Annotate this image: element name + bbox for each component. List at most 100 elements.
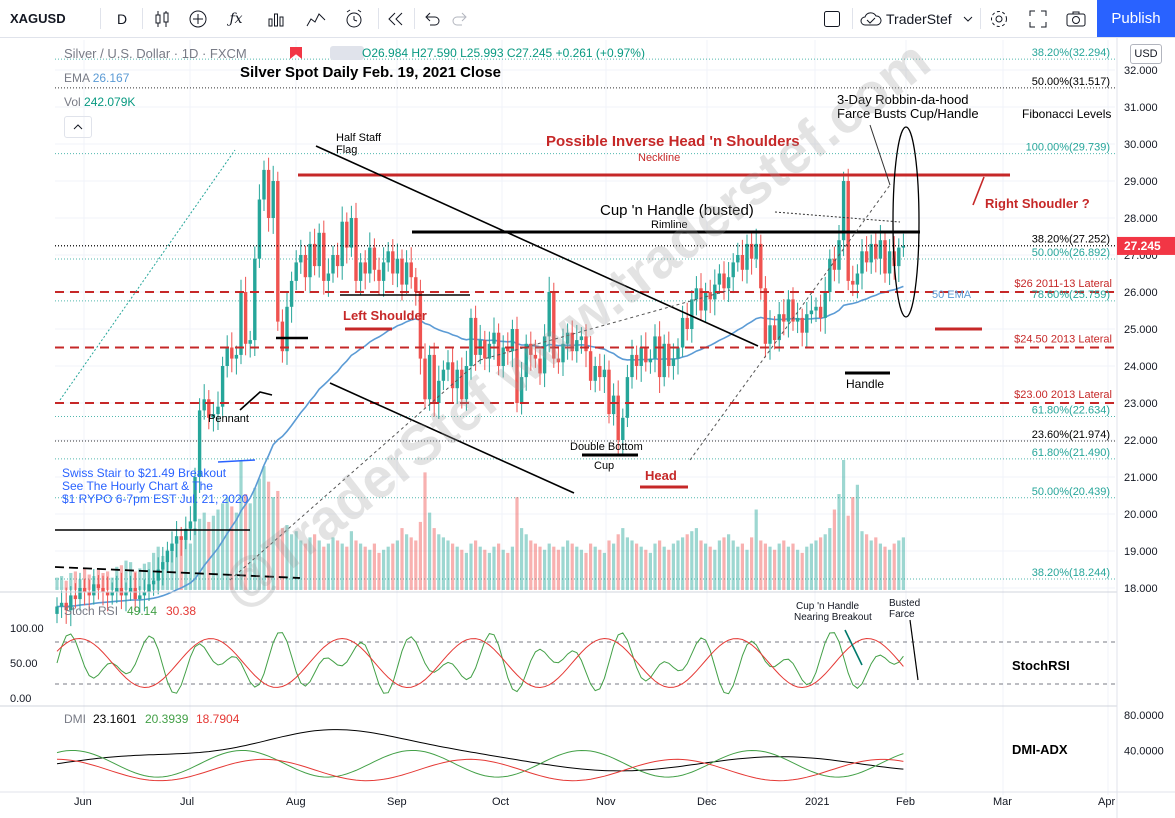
candle-body <box>115 588 119 592</box>
candle-body <box>469 317 473 366</box>
volume-bar <box>671 543 675 590</box>
currency-label[interactable]: USD <box>1130 44 1162 64</box>
volume-bar <box>681 537 685 590</box>
candle-body <box>322 232 326 281</box>
volume-bar <box>248 503 252 590</box>
volume-bar <box>814 540 818 590</box>
candle-body <box>87 591 91 596</box>
candle-body <box>538 358 542 374</box>
replay-icon[interactable] <box>382 0 410 37</box>
compare-icon[interactable] <box>302 0 330 37</box>
candle-body <box>96 584 101 588</box>
stoch-d-line <box>56 637 904 689</box>
volume-bar <box>303 543 307 590</box>
candle-body <box>864 251 869 263</box>
candle-body <box>151 580 156 585</box>
volume-bar <box>336 540 340 590</box>
volume-bar <box>225 497 229 590</box>
volume-bar <box>423 472 427 590</box>
legend-high: H27.590 <box>411 46 457 60</box>
legend-volume[interactable]: Vol 242.079K <box>64 95 136 109</box>
publish-button[interactable]: Publish <box>1097 0 1175 37</box>
candle-body <box>464 366 469 400</box>
label-robbin-2: Farce Busts Cup/Handle <box>837 106 979 121</box>
volume-bar <box>253 487 257 590</box>
x-tick-label: Sep <box>387 796 407 808</box>
fib-label: 100.00%(29.739) <box>1026 142 1110 154</box>
candle-body <box>556 358 561 363</box>
candle-body <box>432 354 436 403</box>
chevron-down-icon[interactable] <box>960 0 976 37</box>
candle-body <box>616 395 620 440</box>
stoch-arrow <box>909 619 919 681</box>
volume-bar <box>897 540 901 590</box>
candle-body <box>299 255 303 263</box>
candle-body <box>409 262 413 278</box>
candle-body <box>584 336 588 352</box>
candle-body <box>625 377 630 418</box>
add-indicator-icon[interactable] <box>184 0 212 37</box>
volume-bar <box>851 497 855 590</box>
flag-icon[interactable] <box>290 47 302 59</box>
chart-canvas[interactable]: 32.00031.00030.00029.00028.00027.00026.0… <box>0 37 1175 818</box>
x-tick-label: Oct <box>492 796 509 808</box>
fib-label: 50.00%(26.892) <box>1032 247 1110 259</box>
interval-button[interactable]: D <box>116 10 128 27</box>
candle-body <box>386 251 390 263</box>
volume-bar <box>832 509 836 590</box>
candle-body <box>303 255 308 278</box>
y-tick-label: 32.000 <box>1124 65 1158 77</box>
camera-icon[interactable] <box>1062 0 1090 37</box>
candle-body <box>73 595 78 600</box>
volume-bar <box>520 528 524 590</box>
volume-bar <box>138 568 142 590</box>
candle-body <box>285 306 289 352</box>
candles-icon[interactable] <box>148 0 176 37</box>
candle-body <box>193 477 197 522</box>
label-pennant: Pennant <box>208 413 249 425</box>
cloud-icon[interactable] <box>858 0 884 37</box>
volume-bar <box>299 540 303 590</box>
alert-icon[interactable] <box>340 0 368 37</box>
user-name[interactable]: TraderStef <box>886 10 952 27</box>
candle-body <box>271 181 275 218</box>
undo-icon[interactable] <box>418 0 446 37</box>
candle-body <box>404 262 409 285</box>
candle-body <box>851 280 855 285</box>
redo-icon[interactable] <box>446 0 474 37</box>
fullscreen-icon[interactable] <box>1024 0 1052 37</box>
candle-body <box>381 262 386 281</box>
volume-bar <box>267 481 271 590</box>
layout-square-icon[interactable] <box>818 0 846 37</box>
trend-dashed <box>479 289 731 361</box>
plus-di-line <box>56 749 904 778</box>
dmi-plus-value: 20.3939 <box>145 712 189 726</box>
volume-bar <box>524 534 528 590</box>
gear-icon[interactable] <box>985 0 1013 37</box>
stoch-y-tick: 50.00 <box>10 658 38 670</box>
candle-body <box>262 169 266 200</box>
fib-label: 38.20%(32.294) <box>1032 47 1110 59</box>
candle-body <box>317 232 321 267</box>
volume-bar <box>786 546 790 590</box>
label-ema50: 50 EMA <box>932 289 972 301</box>
volume-bar <box>460 549 464 590</box>
fx-icon[interactable]: ƒx <box>229 10 243 27</box>
label-swiss-2: See The Hourly Chart & The <box>62 479 213 493</box>
volume-bar <box>635 543 639 590</box>
candle-body <box>78 588 82 600</box>
candle-body <box>800 317 804 333</box>
symbol-search-button[interactable]: XAGUSD <box>10 11 66 26</box>
volume-bar <box>823 534 827 590</box>
last-price-badge <box>1117 236 1175 255</box>
candle-body <box>878 240 883 259</box>
candle-body <box>372 247 377 270</box>
bar-chart-icon[interactable] <box>262 0 290 37</box>
stoch-d-value: 30.38 <box>166 604 196 618</box>
candle-body <box>216 406 220 415</box>
legend-ema[interactable]: EMA 26.167 <box>64 71 130 85</box>
volume-bar <box>901 537 905 590</box>
collapse-legend-button[interactable] <box>64 116 92 138</box>
candle-body <box>69 595 73 611</box>
visibility-toggle[interactable] <box>330 46 364 60</box>
